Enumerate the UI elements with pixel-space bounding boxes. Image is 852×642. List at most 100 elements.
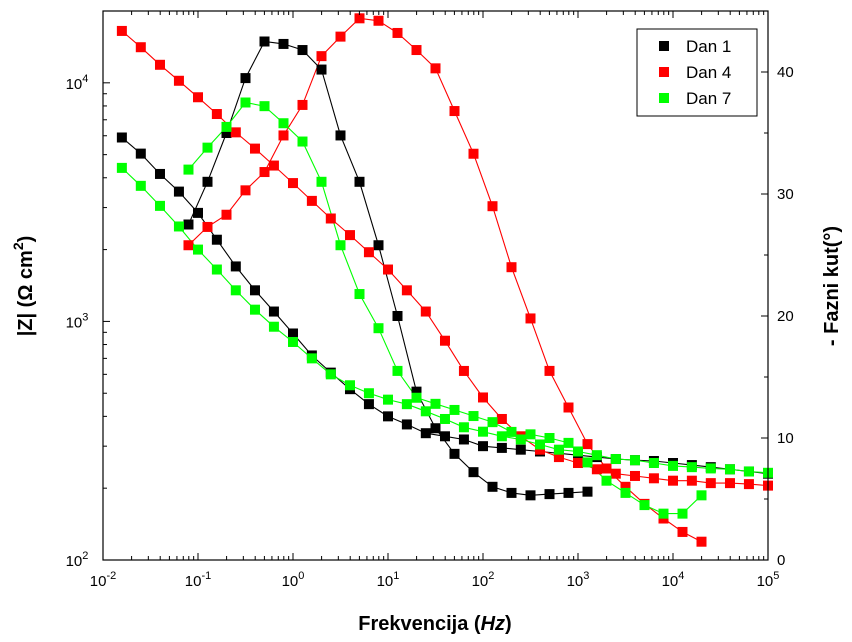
right-tick-label: 10 — [777, 430, 794, 447]
impedance-point-dan-7 — [268, 321, 279, 332]
phase-point-dan-7 — [259, 101, 270, 112]
impedance-point-dan-4 — [610, 468, 621, 479]
phase-point-dan-1 — [335, 130, 346, 141]
phase-point-dan-1 — [373, 240, 384, 251]
impedance-point-dan-4 — [420, 306, 431, 317]
left-tick-label: 103 — [66, 311, 89, 331]
impedance-fit-line-dan-7 — [121, 167, 769, 474]
impedance-point-dan-7 — [478, 426, 488, 437]
impedance-point-dan-7 — [193, 244, 203, 255]
phase-point-dan-7 — [430, 398, 441, 409]
x-axis-title: Frekvencija (Hz) — [358, 613, 511, 635]
phase-point-dan-4 — [183, 240, 194, 251]
impedance-point-dan-4 — [553, 452, 564, 463]
impedance-point-dan-1 — [515, 444, 526, 455]
plot-frame — [102, 10, 769, 561]
phase-point-dan-7 — [297, 136, 308, 147]
legend-label-dan-7: Dan 7 — [686, 89, 731, 108]
impedance-point-dan-7 — [288, 336, 298, 347]
impedance-point-dan-1 — [496, 442, 507, 453]
phase-point-dan-1 — [221, 128, 232, 138]
impedance-point-dan-7 — [325, 369, 336, 380]
impedance-point-dan-4 — [668, 475, 678, 486]
impedance-point-dan-1 — [268, 306, 279, 317]
phase-point-dan-1 — [354, 176, 365, 187]
phase-point-dan-4 — [620, 481, 631, 492]
impedance-point-dan-7 — [743, 466, 754, 477]
impedance-point-dan-1 — [401, 419, 412, 430]
impedance-point-dan-1 — [249, 285, 260, 296]
phase-point-dan-4 — [563, 402, 574, 413]
phase-point-dan-7 — [601, 475, 612, 486]
phase-point-dan-7 — [335, 240, 346, 251]
phase-point-dan-7 — [183, 164, 194, 175]
x-tick-label: 10-1 — [185, 570, 211, 590]
impedance-point-dan-4 — [249, 143, 260, 154]
impedance-point-dan-7 — [173, 221, 184, 232]
impedance-point-dan-7 — [383, 394, 393, 405]
impedance-point-dan-1 — [211, 234, 222, 245]
impedance-point-dan-7 — [724, 464, 735, 475]
phase-point-dan-1 — [563, 487, 574, 498]
phase-point-dan-7 — [316, 176, 327, 187]
phase-point-dan-7 — [221, 121, 232, 132]
right-axis-title: - Fazni kut(°) — [821, 226, 843, 346]
phase-point-dan-1 — [316, 64, 327, 75]
phase-point-dan-1 — [487, 481, 498, 492]
phase-point-dan-7 — [506, 426, 517, 437]
x-tick-label: 100 — [282, 570, 305, 590]
legend-marker-dan-4 — [659, 67, 669, 77]
impedance-point-dan-7 — [458, 422, 469, 433]
phase-point-dan-4 — [430, 63, 441, 74]
phase-point-dan-1 — [392, 311, 403, 321]
phase-point-dan-1 — [278, 38, 289, 49]
impedance-point-dan-7 — [401, 399, 412, 410]
impedance-point-dan-4 — [306, 195, 317, 206]
impedance-point-dan-4 — [383, 264, 393, 275]
impedance-point-dan-7 — [306, 353, 317, 364]
phase-fit-line-dan-1 — [187, 40, 588, 496]
impedance-point-dan-1 — [383, 411, 393, 422]
impedance-point-dan-4 — [496, 413, 507, 424]
impedance-point-dan-4 — [629, 470, 640, 481]
impedance-point-dan-7 — [573, 446, 583, 457]
impedance-point-dan-4 — [325, 213, 336, 224]
phase-point-dan-7 — [620, 487, 631, 498]
impedance-point-dan-4 — [288, 178, 298, 189]
phase-point-dan-1 — [430, 423, 441, 434]
phase-point-dan-4 — [221, 209, 232, 220]
impedance-point-dan-7 — [135, 180, 146, 191]
phase-point-dan-7 — [392, 365, 403, 376]
phase-point-dan-1 — [183, 219, 194, 230]
phase-point-dan-4 — [506, 262, 517, 273]
phase-point-dan-7 — [639, 500, 650, 511]
phase-point-dan-7 — [487, 417, 498, 428]
phase-point-dan-4 — [487, 201, 498, 212]
impedance-point-dan-7 — [154, 200, 165, 211]
phase-point-dan-7 — [582, 457, 593, 468]
phase-point-dan-4 — [582, 439, 593, 450]
impedance-point-dan-4 — [154, 59, 165, 70]
phase-point-dan-4 — [411, 45, 422, 56]
impedance-point-dan-1 — [439, 431, 450, 442]
legend-marker-dan-1 — [659, 41, 669, 51]
impedance-point-dan-4 — [135, 42, 146, 53]
impedance-point-dan-7 — [420, 406, 431, 417]
impedance-point-dan-7 — [496, 431, 507, 442]
impedance-point-dan-4 — [686, 475, 697, 486]
x-tick-label: 10-2 — [90, 570, 116, 590]
phase-point-dan-4 — [278, 130, 289, 141]
axis-ticks — [102, 10, 769, 561]
legend-label-dan-1: Dan 1 — [686, 37, 731, 56]
impedance-point-dan-7 — [648, 458, 659, 469]
phase-point-dan-4 — [335, 31, 346, 42]
phase-point-dan-1 — [468, 467, 479, 478]
impedance-point-dan-1 — [116, 132, 127, 143]
phase-point-dan-4 — [259, 167, 270, 178]
phase-point-dan-7 — [544, 433, 555, 443]
impedance-point-dan-7 — [610, 454, 621, 465]
impedance-point-dan-7 — [591, 450, 602, 461]
phase-point-dan-7 — [468, 411, 479, 422]
phase-point-dan-1 — [525, 490, 536, 501]
